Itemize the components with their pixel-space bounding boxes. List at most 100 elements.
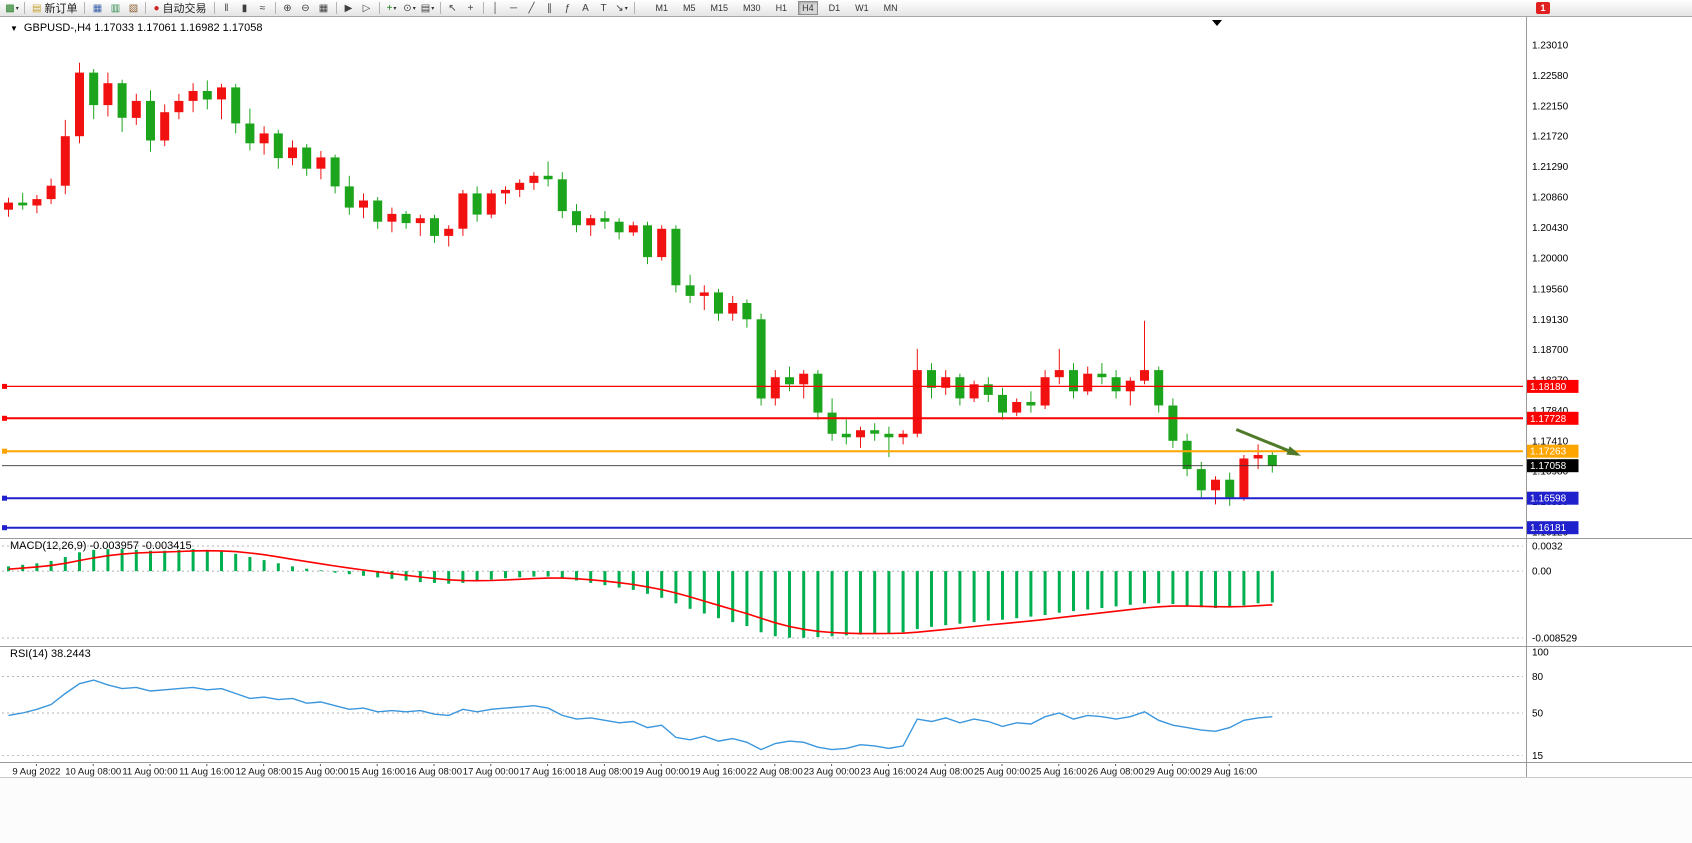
svg-text:19 Aug 00:00: 19 Aug 00:00	[633, 767, 689, 778]
toolbar-separator	[482, 2, 484, 14]
collapse-icon[interactable]: ▼	[10, 23, 18, 33]
svg-text:26 Aug 08:00: 26 Aug 08:00	[1088, 767, 1144, 778]
toolbar-separator	[84, 2, 86, 14]
svg-text:1.20000: 1.20000	[1532, 253, 1569, 264]
toolbar: ▩ ▾ ▤ 新订单 ▦ ▥ ▧ ● 自动交易 ‖ ▮ ≈ ⊕ ⊖ ▦ ▶ ▷ + ▾ ⊙ ▾ ▤ ▾ ↖ + │ ─ ╱ ∥ ƒ A T ↘ ▾ M…	[0, 0, 1692, 17]
rsi-line	[8, 679, 1273, 751]
crosshair-icon[interactable]: +	[467, 2, 474, 14]
svg-text:1.17728: 1.17728	[1530, 414, 1567, 425]
dropdown-caret-icon: ▾	[393, 5, 397, 12]
periods-icon[interactable]: ⊙ ▾	[403, 2, 416, 14]
hline-1.17263[interactable]: 1.17263	[2, 444, 1579, 458]
trend-arrow[interactable]	[1235, 428, 1302, 456]
zoom-in-icon[interactable]: ⊕	[283, 2, 292, 14]
svg-text:25 Aug 00:00: 25 Aug 00:00	[974, 767, 1030, 778]
auto-trading-button-label: 自动交易	[162, 3, 207, 15]
rsi-grid: 100 80 50 15	[2, 648, 1549, 762]
svg-text:1.16181: 1.16181	[1530, 523, 1567, 534]
timeframe-w1[interactable]: W1	[851, 1, 873, 15]
dropdown-caret-icon: ▾	[624, 5, 628, 12]
timeframe-h4[interactable]: H4	[798, 1, 818, 15]
navigator-icon[interactable]: ▧	[128, 2, 139, 14]
svg-text:15 Aug 16:00: 15 Aug 16:00	[349, 767, 405, 778]
svg-text:23 Aug 16:00: 23 Aug 16:00	[860, 767, 916, 778]
line-type-icon[interactable]: ≈	[259, 2, 266, 14]
timeframe-d1[interactable]: D1	[825, 1, 845, 15]
svg-text:19 Aug 16:00: 19 Aug 16:00	[690, 767, 746, 778]
chart-area[interactable]: 1.23010 1.22580 1.22150 1.21720 1.21290 1.208…	[0, 17, 1692, 843]
svg-text:11 Aug 16:00: 11 Aug 16:00	[179, 767, 234, 778]
templates-icon[interactable]: ▤ ▾	[420, 2, 435, 14]
window-bottom	[0, 777, 1692, 843]
toolbar-separator	[213, 2, 215, 14]
macd-signal-line	[8, 549, 1273, 635]
svg-text:-0.008529: -0.008529	[1532, 634, 1577, 645]
toolbar-separator	[145, 2, 147, 14]
candlestick-series	[4, 62, 1277, 506]
indicators-icon[interactable]: + ▾	[386, 2, 397, 14]
svg-text:1.18180: 1.18180	[1530, 382, 1567, 393]
new-chart-icon[interactable]: ▩ ▾	[5, 2, 19, 14]
candlestick-type-icon[interactable]: ▮	[241, 2, 248, 14]
svg-text:1.17840: 1.17840	[1532, 406, 1569, 417]
svg-text:29 Aug 16:00: 29 Aug 16:00	[1201, 767, 1257, 778]
toolbar-separator	[335, 2, 337, 14]
svg-text:15 Aug 00:00: 15 Aug 00:00	[292, 767, 348, 778]
timeframe-m1[interactable]: M1	[652, 1, 673, 15]
equidistant-channel-icon[interactable]: ∥	[547, 2, 552, 14]
svg-text:24 Aug 08:00: 24 Aug 08:00	[917, 767, 973, 778]
timeframe-m15[interactable]: M15	[707, 1, 733, 15]
svg-text:12 Aug 08:00: 12 Aug 08:00	[236, 767, 292, 778]
svg-text:1.21720: 1.21720	[1532, 132, 1569, 143]
timeframe-mn[interactable]: MN	[880, 1, 902, 15]
chart-shift-icon[interactable]: ▷	[362, 2, 371, 14]
notification-badge[interactable]: 1	[1536, 2, 1550, 14]
svg-text:1.19560: 1.19560	[1532, 284, 1569, 295]
new-order-button[interactable]: ▤ 新订单	[28, 1, 81, 16]
svg-text:29 Aug 00:00: 29 Aug 00:00	[1144, 767, 1200, 778]
chart-shift-marker[interactable]	[1212, 20, 1222, 26]
timeframe-m30[interactable]: M30	[739, 1, 765, 15]
svg-text:16 Aug 08:00: 16 Aug 08:00	[406, 767, 462, 778]
hline-1.16181[interactable]: 1.16181	[2, 521, 1579, 535]
current-price-line: 1.17058	[2, 459, 1579, 473]
hline-1.17728[interactable]: 1.17728	[2, 411, 1579, 425]
cursor-icon[interactable]: ↖	[448, 2, 457, 14]
chart-header: ▼ GBPUSD-,H4 1.17033 1.17061 1.16982 1.1…	[10, 22, 262, 34]
text-icon[interactable]: A	[582, 2, 589, 14]
svg-text:1.17410: 1.17410	[1532, 436, 1569, 447]
vertical-line-icon[interactable]: │	[492, 2, 499, 14]
arrows-icon[interactable]: ↘ ▾	[615, 2, 628, 14]
auto-trading-button[interactable]: ● 自动交易	[149, 1, 210, 16]
svg-text:1.17058: 1.17058	[1530, 461, 1567, 472]
toolbar-separator	[439, 2, 441, 14]
svg-text:9 Aug 2022: 9 Aug 2022	[12, 767, 60, 778]
svg-text:1.16598: 1.16598	[1530, 494, 1567, 505]
macd-histogram	[7, 549, 1274, 638]
svg-text:0.00: 0.00	[1532, 567, 1552, 578]
toolbar-separator	[274, 2, 276, 14]
auto-scroll-icon[interactable]: ▶	[344, 2, 353, 14]
time-axis[interactable]: 9 Aug 2022 10 Aug 08:00 11 Aug 00:00 11 Aug…	[12, 762, 1257, 777]
fibonacci-icon[interactable]: ƒ	[564, 2, 571, 14]
rsi-label: RSI(14) 38.2443	[10, 648, 91, 660]
bars-type-icon[interactable]: ‖	[224, 2, 229, 14]
data-window-icon[interactable]: ▥	[110, 2, 121, 14]
zoom-out-icon[interactable]: ⊖	[301, 2, 310, 14]
chart-header-text: GBPUSD-,H4 1.17033 1.17061 1.16982 1.170…	[23, 22, 263, 34]
hline-1.16598[interactable]: 1.16598	[2, 491, 1579, 505]
timeframe-h1[interactable]: H1	[772, 1, 792, 15]
svg-text:50: 50	[1532, 709, 1544, 720]
trendline-icon[interactable]: ╱	[528, 2, 535, 14]
svg-text:1.23010: 1.23010	[1532, 41, 1569, 52]
tile-windows-icon[interactable]: ▦	[318, 2, 329, 14]
text-label-icon[interactable]: T	[600, 2, 607, 14]
dropdown-caret-icon: ▾	[431, 5, 435, 12]
charts-window-icon[interactable]: ▦	[92, 2, 103, 14]
horizontal-line-icon[interactable]: ─	[509, 2, 518, 14]
hline-1.18180[interactable]: 1.18180	[2, 379, 1579, 393]
timeframe-m5[interactable]: M5	[679, 1, 700, 15]
timeframe-toolbar: M1 M5 M15 M30 H1 H4 D1 W1 MN	[652, 1, 902, 15]
macd-label: MACD(12,26,9) -0.003957 -0.003415	[10, 540, 192, 552]
svg-text:1.20430: 1.20430	[1532, 223, 1569, 234]
